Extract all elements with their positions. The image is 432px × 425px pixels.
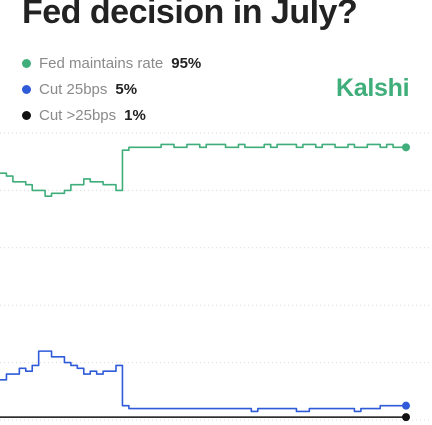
series-line-maintain-rate — [0, 143, 406, 197]
series-endpoint-cut-25bps — [402, 401, 410, 410]
kalshi-logo: Kalshi — [336, 74, 410, 102]
legend-value-cut25: 5% — [115, 80, 138, 98]
legend-label-maintain: Fed maintains rate — [39, 54, 164, 72]
series-endpoint-cut-more-25bps — [402, 413, 410, 422]
legend: Fed maintains rate 95% Cut 25bps 5% Cut … — [22, 50, 201, 128]
series-endpoint-maintain-rate — [402, 143, 410, 152]
series-line-cut-25bps — [0, 350, 406, 413]
legend-item-cut-more: Cut >25bps 1% — [22, 102, 201, 128]
legend-dot-cut25 — [22, 84, 31, 94]
legend-dot-cut-more — [22, 110, 31, 120]
legend-dot-maintain — [22, 58, 31, 68]
legend-label-cut25: Cut 25bps — [39, 80, 108, 98]
legend-label-cut-more: Cut >25bps — [39, 106, 117, 124]
legend-value-maintain: 95% — [171, 54, 202, 72]
legend-item-maintain: Fed maintains rate 95% — [22, 50, 201, 76]
legend-item-cut25: Cut 25bps 5% — [22, 76, 201, 102]
chart-title: Fed decision in July? — [22, 0, 358, 31]
legend-value-cut-more: 1% — [124, 106, 146, 124]
